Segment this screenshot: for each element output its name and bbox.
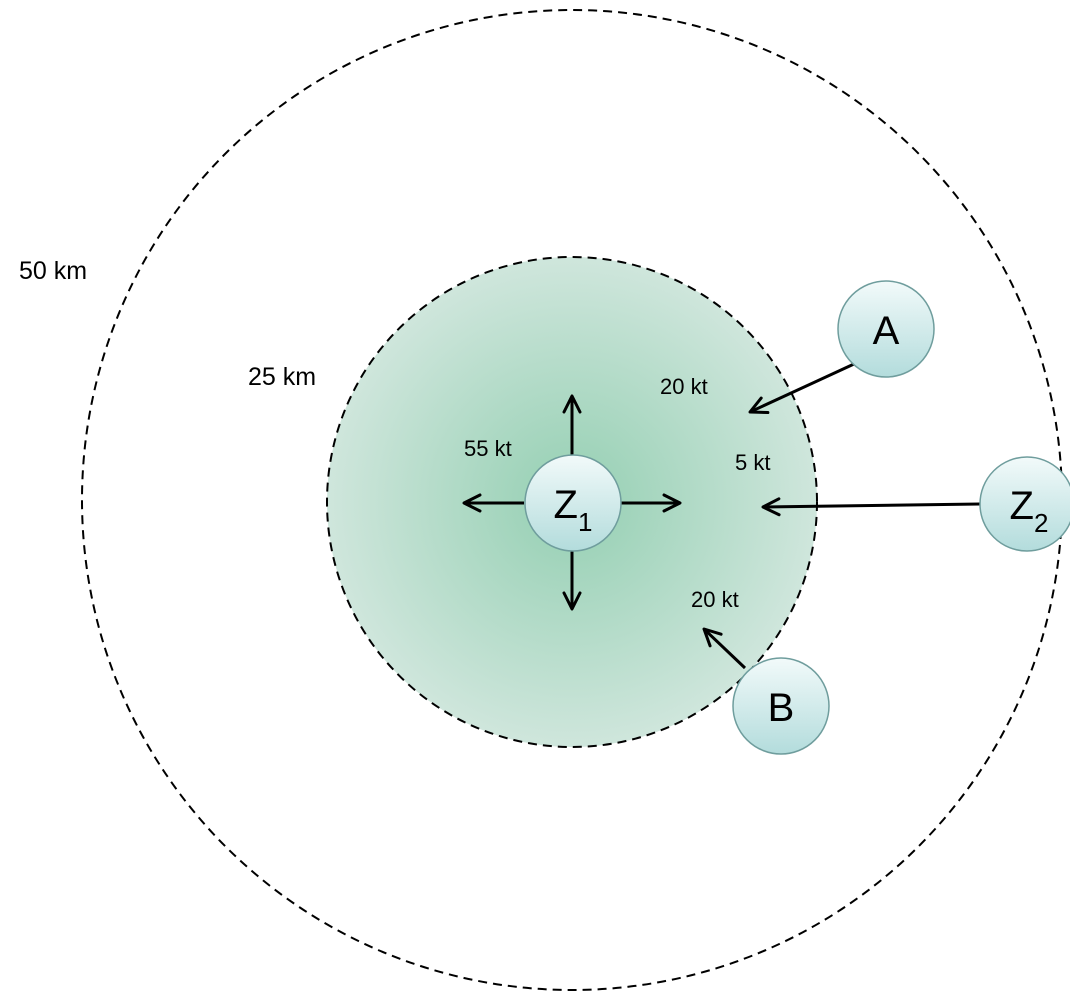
node-z1-label: Z [554,483,578,527]
node-a: A [837,280,935,378]
z2-arrow [761,497,981,517]
svg-text:Z2: Z2 [1010,484,1049,538]
node-b-label: B [768,686,795,730]
z1-speed-label: 55 kt [464,436,512,461]
z2-speed-label: 5 kt [735,450,770,475]
inner-ring-label: 25 km [248,363,316,391]
node-a-label: A [873,309,900,353]
node-z2-label: Z [1010,484,1034,528]
node-z2: Z2 [979,456,1070,552]
node-b: B [732,657,830,755]
b-speed-label: 20 kt [691,587,739,612]
node-z2-subscript: 2 [1034,508,1048,538]
node-z1-subscript: 1 [578,507,592,537]
outer-ring-label: 50 km [19,257,87,285]
b-arrow [702,627,747,670]
a-arrow [748,362,855,415]
node-z1: Z1 [524,454,622,552]
svg-text:Z1: Z1 [554,483,593,537]
a-speed-label: 20 kt [660,374,708,399]
